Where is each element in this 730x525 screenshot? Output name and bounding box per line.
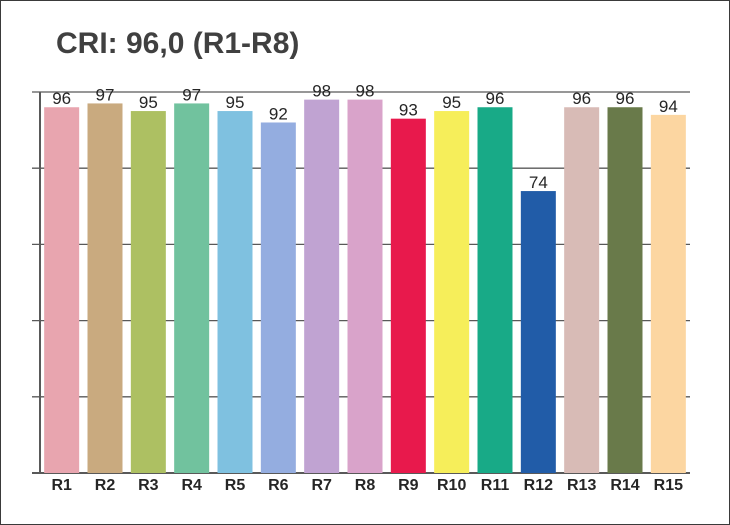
- bar: [217, 111, 253, 474]
- bar: [650, 114, 686, 474]
- bar: [390, 118, 426, 474]
- data-label: 95: [226, 93, 245, 112]
- data-label: 92: [269, 104, 288, 123]
- x-tick-label: R10: [437, 477, 466, 494]
- x-tick-label: R12: [524, 477, 553, 494]
- data-label: 93: [399, 101, 418, 120]
- data-label: 97: [96, 85, 115, 104]
- bar: [130, 111, 166, 474]
- chart-title: CRI: 96,0 (R1-R8): [56, 27, 300, 60]
- data-label: 94: [659, 97, 678, 116]
- bars: [44, 99, 686, 474]
- data-label: 98: [312, 82, 331, 101]
- data-label: 95: [139, 93, 158, 112]
- x-tick-label: R15: [654, 477, 683, 494]
- bar: [607, 107, 643, 474]
- value-labels: 96 97 95 97 95 92 98 98 93 95 96 74 96 96 94: [52, 82, 678, 192]
- data-label: 95: [442, 93, 461, 112]
- bar: [477, 107, 513, 474]
- data-label: 96: [572, 89, 591, 108]
- bar: [87, 103, 123, 474]
- data-label: 97: [182, 85, 201, 104]
- x-tick-label: R11: [481, 477, 510, 494]
- bar: [434, 111, 470, 474]
- data-label: 96: [486, 89, 505, 108]
- bar: [260, 122, 296, 473]
- data-label: 96: [616, 89, 635, 108]
- bar: [174, 103, 210, 474]
- category-labels: R1 R2 R3 R4 R5 R6 R7 R8 R9 R10 R11 R12 R13 R14 R15: [51, 477, 683, 494]
- bar: [520, 191, 556, 473]
- bar: [347, 99, 383, 474]
- data-label: 96: [52, 89, 71, 108]
- x-tick-label: R14: [610, 477, 639, 494]
- data-label: 98: [356, 82, 375, 101]
- x-tick-label: R2: [95, 477, 116, 494]
- x-tick-label: R3: [138, 477, 159, 494]
- x-tick-label: R8: [355, 477, 376, 494]
- x-tick-label: R6: [268, 477, 289, 494]
- x-tick-label: R9: [398, 477, 419, 494]
- x-tick-label: R4: [181, 477, 202, 494]
- data-label: 74: [529, 173, 548, 192]
- bar: [304, 99, 340, 474]
- x-tick-label: R7: [311, 477, 332, 494]
- bar: [44, 107, 80, 474]
- x-tick-label: R5: [225, 477, 246, 494]
- bar: [564, 107, 600, 474]
- x-tick-label: R13: [567, 477, 596, 494]
- x-tick-label: R1: [51, 477, 72, 494]
